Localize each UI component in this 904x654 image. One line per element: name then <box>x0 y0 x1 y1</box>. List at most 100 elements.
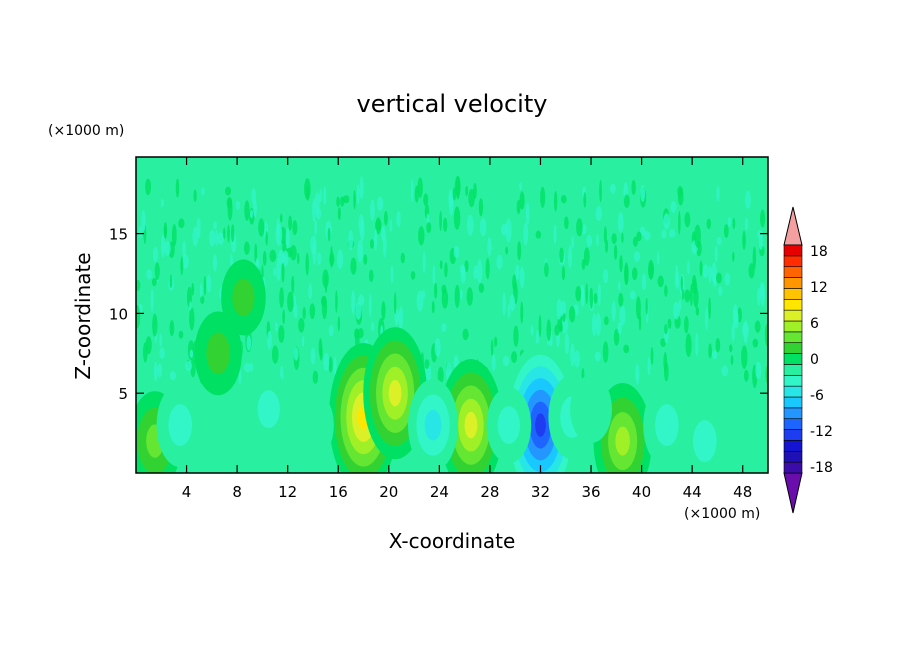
turbulence-cell <box>159 333 162 347</box>
turbulence-cell <box>150 289 154 312</box>
x-tick-label: 32 <box>531 483 550 501</box>
turbulence-cell <box>624 262 629 286</box>
turbulence-cell <box>632 236 638 247</box>
velocity-cell <box>570 375 612 444</box>
turbulence-cell <box>496 254 503 270</box>
turbulence-cell <box>727 217 732 227</box>
turbulence-cell <box>439 210 442 232</box>
turbulence-cell <box>467 214 474 236</box>
turbulence-cell <box>560 300 567 316</box>
colorbar-tick-label: 12 <box>810 280 828 296</box>
turbulence-cell <box>650 347 654 365</box>
turbulence-cell <box>760 284 766 307</box>
turbulence-cell <box>613 328 620 346</box>
turbulence-cell <box>702 264 709 278</box>
turbulence-cell <box>478 283 485 293</box>
turbulence-cell <box>337 249 344 270</box>
y-tick-label: 10 <box>109 305 128 323</box>
turbulence-cell <box>647 357 651 376</box>
turbulence-cell <box>443 217 448 232</box>
turbulence-cell <box>512 274 517 291</box>
turbulence-cell <box>732 251 735 262</box>
turbulence-cell <box>182 254 189 269</box>
turbulence-cell <box>509 294 516 312</box>
turbulence-cell <box>648 262 654 279</box>
turbulence-cell <box>357 239 364 263</box>
turbulence-cell <box>189 301 192 311</box>
x-tick-label: 44 <box>683 483 702 501</box>
turbulence-cell <box>258 218 265 237</box>
colorbar-segment <box>783 418 803 430</box>
turbulence-cell <box>752 246 757 270</box>
turbulence-cell <box>595 206 603 222</box>
velocity-cell <box>692 420 717 463</box>
colorbar-tick-label: -6 <box>810 388 824 404</box>
colorbar-tick-label: -18 <box>810 460 833 476</box>
turbulence-cell <box>308 283 313 300</box>
colorbar-segment <box>783 440 803 452</box>
turbulence-cell <box>304 178 311 200</box>
turbulence-cell <box>318 338 323 357</box>
turbulence-cell <box>351 289 356 314</box>
turbulence-cell <box>432 264 436 285</box>
turbulence-cell <box>714 245 718 263</box>
turbulence-cell <box>594 351 601 362</box>
turbulence-cell <box>336 196 340 208</box>
turbulence-cell <box>448 189 453 207</box>
turbulence-cell <box>603 226 607 244</box>
turbulence-cell <box>305 252 309 276</box>
turbulence-cell <box>356 184 360 205</box>
turbulence-cell <box>381 225 386 242</box>
turbulence-cell <box>363 254 368 265</box>
turbulence-cell <box>253 198 257 218</box>
turbulence-cell <box>244 362 251 373</box>
turbulence-cell <box>759 209 766 228</box>
turbulence-cell <box>178 330 184 339</box>
turbulence-cell <box>368 293 372 317</box>
x-tick-label: 12 <box>278 483 297 501</box>
turbulence-cell <box>439 260 443 270</box>
turbulence-cell <box>368 269 374 283</box>
turbulence-cell <box>502 355 510 367</box>
turbulence-cell <box>291 275 295 294</box>
turbulence-cell <box>687 260 690 275</box>
colorbar-min-arrow <box>783 472 803 514</box>
turbulence-cell <box>292 220 298 236</box>
turbulence-cell <box>164 225 167 238</box>
turbulence-cell <box>699 260 703 277</box>
turbulence-cell <box>604 316 609 326</box>
turbulence-cell <box>568 306 576 323</box>
turbulence-cell <box>410 270 416 280</box>
turbulence-cell <box>629 290 636 300</box>
turbulence-cell <box>675 264 679 288</box>
turbulence-cell <box>400 252 405 264</box>
turbulence-cell <box>693 287 699 308</box>
turbulence-cell <box>185 360 192 372</box>
turbulence-cell <box>312 198 316 223</box>
turbulence-cell <box>561 266 566 281</box>
turbulence-cell <box>302 307 306 320</box>
colorbar-tick-label: -12 <box>810 424 833 440</box>
colorbar-segment <box>783 309 803 322</box>
turbulence-cell <box>424 359 430 370</box>
turbulence-cell <box>619 255 623 273</box>
colorbar-segment <box>783 342 803 354</box>
turbulence-cell <box>416 290 424 312</box>
turbulence-cell <box>161 234 165 258</box>
turbulence-cell <box>243 241 250 255</box>
turbulence-cell <box>337 207 341 220</box>
turbulence-cell <box>744 217 749 231</box>
x-tick-label: 4 <box>182 483 192 501</box>
turbulence-cell <box>169 274 173 288</box>
turbulence-cell <box>290 245 297 261</box>
turbulence-cell <box>235 200 241 210</box>
turbulence-cell <box>169 370 177 381</box>
turbulence-cell <box>189 307 195 331</box>
turbulence-cell <box>645 297 648 315</box>
turbulence-cell <box>262 251 267 266</box>
turbulence-cell <box>275 223 283 246</box>
turbulence-cell <box>145 178 152 196</box>
turbulence-cell <box>191 282 195 296</box>
turbulence-cell <box>589 287 594 309</box>
turbulence-cell <box>273 267 276 277</box>
